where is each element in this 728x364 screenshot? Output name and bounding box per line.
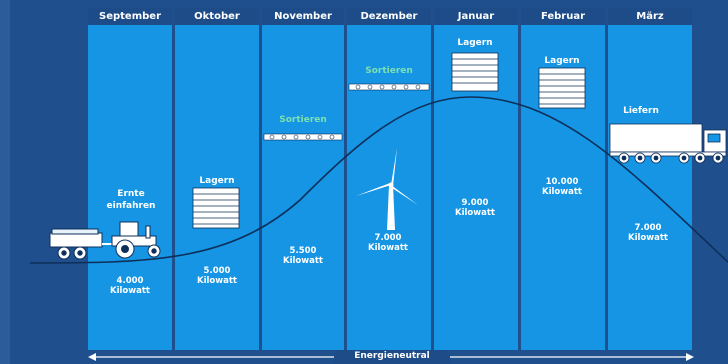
- column-dezember: Dezember: [347, 8, 431, 350]
- month-header: Oktober: [175, 8, 259, 25]
- month-header: Februar: [521, 8, 605, 25]
- month-header: November: [262, 8, 344, 25]
- energy-value-september: 4.000 Kilowatt: [110, 276, 150, 296]
- month-header: Dezember: [347, 8, 431, 25]
- stage-label-deliver: Liefern: [623, 106, 659, 116]
- energy-value-februar: 10.000 Kilowatt: [542, 177, 582, 197]
- energy-value-januar: 9.000 Kilowatt: [455, 198, 495, 218]
- month-header: Januar: [434, 8, 518, 25]
- energy-value-november: 5.500 Kilowatt: [283, 246, 323, 266]
- column-november: November: [262, 8, 344, 350]
- stage-label-sort: Sortieren: [279, 115, 327, 125]
- crate-stack-icon: [192, 187, 240, 229]
- column-oktober: Oktober: [175, 8, 259, 350]
- energy-neutral-label: Energieneutral: [334, 350, 450, 364]
- left-edge: [0, 0, 10, 364]
- column-september: September: [88, 8, 172, 350]
- truck-icon: [609, 123, 727, 164]
- energy-curve: [29, 96, 728, 264]
- sorting-conveyor-icon: [348, 83, 430, 91]
- crate-stack-icon: [538, 67, 586, 109]
- stage-label-store: Lagern: [199, 176, 235, 186]
- wind-turbine-icon: [356, 148, 418, 230]
- tractor-icon: [49, 221, 161, 260]
- column-februar: Februar: [521, 8, 605, 350]
- stage-label-store: Lagern: [544, 56, 580, 66]
- stage-label-sort: Sortieren: [365, 66, 413, 76]
- energy-value-dezember: 7.000 Kilowatt: [368, 233, 408, 253]
- stage-label-harvest: Ernte einfahren: [106, 189, 156, 211]
- energy-value-maerz: 7.000 Kilowatt: [628, 223, 668, 243]
- month-header: März: [608, 8, 692, 25]
- crate-stack-icon: [451, 52, 499, 92]
- month-header: September: [88, 8, 172, 25]
- sorting-conveyor-icon: [263, 133, 343, 141]
- stage-label-store: Lagern: [457, 38, 493, 48]
- column-maerz: März: [608, 8, 692, 350]
- energy-value-oktober: 5.000 Kilowatt: [197, 266, 237, 286]
